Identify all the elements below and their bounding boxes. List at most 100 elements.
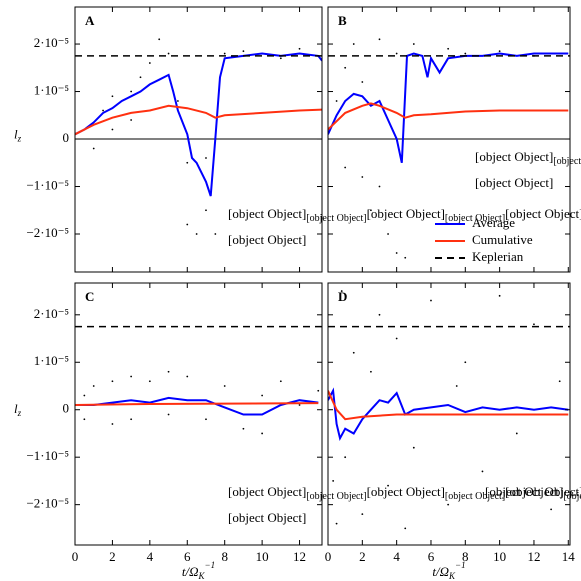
scatter-point xyxy=(148,380,151,383)
y-axis-label: lz xyxy=(14,401,22,418)
series-line xyxy=(75,396,319,416)
scatter-point xyxy=(378,38,381,41)
scatter-point xyxy=(378,185,381,188)
scatter-point xyxy=(205,209,207,212)
scatter-point xyxy=(242,50,245,53)
x-tick-label: 10 xyxy=(256,549,269,564)
scatter-point xyxy=(550,508,553,511)
scatter-point xyxy=(205,418,207,421)
scatter-point xyxy=(335,522,338,525)
scatter-point xyxy=(223,385,226,387)
panel-letter: C xyxy=(85,289,94,304)
scatter-point xyxy=(298,404,301,406)
x-label-sub: K xyxy=(198,571,206,581)
annotation-part: [object Object] xyxy=(445,213,505,224)
scatter-point xyxy=(111,95,114,98)
scatter-point xyxy=(83,394,86,397)
x-axis-label: t/ΩK−1 xyxy=(182,560,215,581)
scatter-point xyxy=(130,418,133,421)
legend-label: Cumulative xyxy=(472,232,533,247)
plot-area xyxy=(328,290,570,530)
scatter-point xyxy=(404,527,407,530)
annotation-part: [object Object] xyxy=(475,149,553,164)
x-label-main: t/Ω xyxy=(432,564,449,579)
scatter-point xyxy=(130,119,133,121)
scatter-point xyxy=(387,484,389,487)
scatter-point xyxy=(515,432,518,435)
scatter-point xyxy=(498,294,501,297)
scatter-point xyxy=(83,418,86,421)
annotation-part: [object Object] xyxy=(228,232,306,247)
scatter-point xyxy=(167,413,170,416)
x-tick-label: 4 xyxy=(147,549,154,564)
scatter-point xyxy=(412,446,415,449)
scatter-point xyxy=(464,52,467,55)
x-tick-label: 14 xyxy=(562,549,576,564)
scatter-point xyxy=(340,290,343,292)
x-axis-label: t/ΩK−1 xyxy=(432,560,465,581)
scatter-point xyxy=(111,128,114,131)
annotation: [object Object][object Object][object Ob… xyxy=(228,484,581,502)
scatter-point xyxy=(102,109,104,112)
annotation-part: [object Object] xyxy=(306,213,366,224)
y-tick-label: −1·10⁻⁵ xyxy=(26,178,69,193)
annotation-part: [object Object] xyxy=(553,156,581,167)
scatter-point xyxy=(558,380,561,383)
scatter-point xyxy=(464,361,467,364)
scatter-point xyxy=(195,233,198,235)
scatter-point xyxy=(130,375,133,378)
x-label-sup: −1 xyxy=(205,560,216,570)
annotation: [object Object][object Object][object Ob… xyxy=(475,149,581,167)
x-tick-label: 0 xyxy=(72,549,79,564)
scatter-point xyxy=(92,385,95,387)
x-tick-label: 4 xyxy=(393,549,400,564)
scatter-point xyxy=(335,100,338,102)
annotation-part: [object Object] xyxy=(367,484,445,499)
scatter-point xyxy=(352,43,355,45)
scatter-point xyxy=(167,52,170,55)
scatter-point xyxy=(430,299,432,302)
annotation-part: [object Object] xyxy=(563,491,581,502)
scatter-point xyxy=(158,38,161,41)
scatter-point xyxy=(404,256,407,259)
scatter-point xyxy=(111,423,114,425)
axes-frame xyxy=(74,282,323,546)
scatter-point xyxy=(148,62,151,64)
scatter-point xyxy=(395,252,398,254)
y-tick-label: −2·10⁻⁵ xyxy=(26,225,69,240)
annotation-part: [object Object] xyxy=(367,206,445,221)
legend-label: Average xyxy=(472,215,515,230)
scatter-point xyxy=(447,503,450,506)
scatter-point xyxy=(344,456,347,459)
y-label-main: l xyxy=(14,126,18,141)
series-line xyxy=(328,52,569,164)
panel-letter: D xyxy=(338,289,347,304)
x-label-sub: K xyxy=(448,571,456,581)
panel-letter: B xyxy=(338,13,347,28)
x-tick-label: 6 xyxy=(184,549,191,564)
annotation: [object Object] xyxy=(475,175,553,190)
scatter-point xyxy=(352,351,355,354)
plot-area xyxy=(75,38,322,235)
scatter-point xyxy=(344,66,347,69)
scatter-point xyxy=(177,100,179,102)
y-tick-label: −1·10⁻⁵ xyxy=(26,448,69,463)
scatter-point xyxy=(130,90,133,93)
scatter-point xyxy=(298,47,301,50)
y-tick-label: 2·10⁻⁵ xyxy=(34,35,69,50)
scatter-point xyxy=(395,337,398,340)
annotation-part: [object Object] xyxy=(475,175,553,190)
scatter-point xyxy=(332,480,335,482)
series-line xyxy=(75,402,319,406)
x-tick-label: 12 xyxy=(527,549,540,564)
scatter-point xyxy=(92,147,95,150)
scatter-point xyxy=(186,223,189,226)
scatter-point xyxy=(205,157,207,159)
scatter-point xyxy=(370,209,372,212)
series-line xyxy=(328,102,569,131)
y-tick-label: 1·10⁻⁵ xyxy=(34,83,69,98)
scatter-point xyxy=(481,470,484,473)
scatter-point xyxy=(214,233,217,235)
plot-area xyxy=(328,38,570,259)
